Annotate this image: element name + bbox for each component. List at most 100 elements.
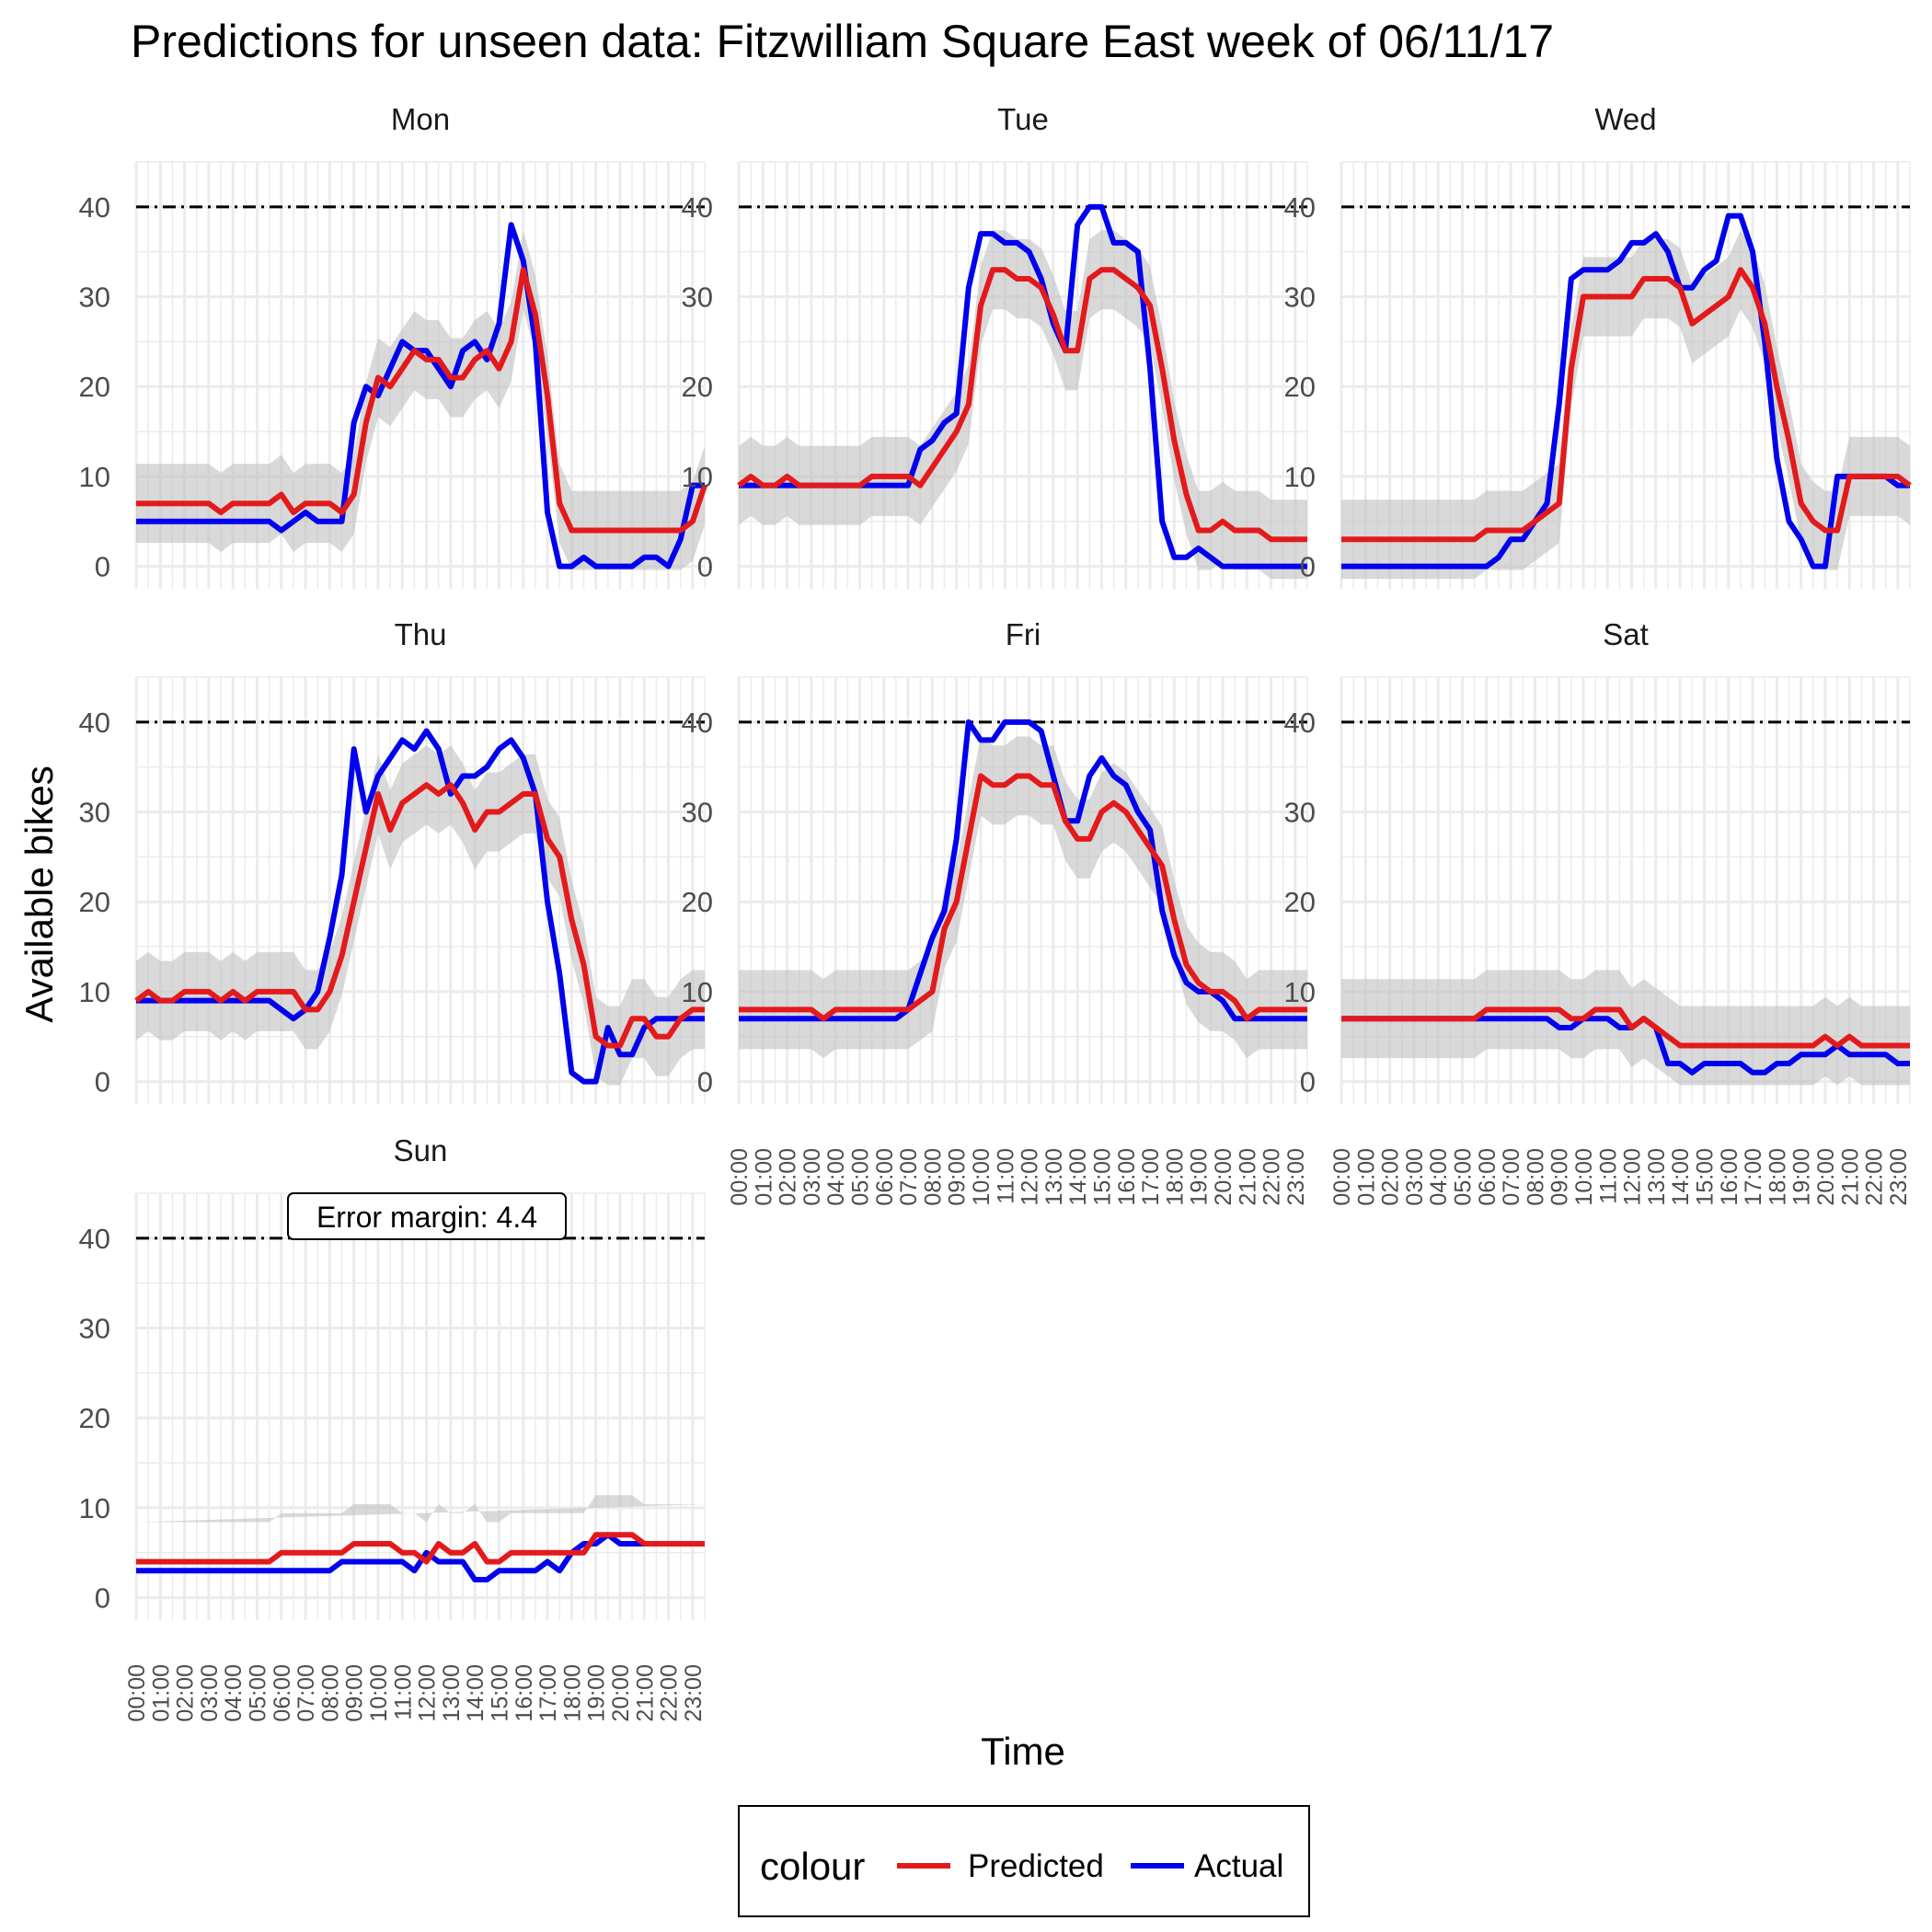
y-tick-label: 30 <box>1284 797 1316 829</box>
y-tick-label: 40 <box>1284 191 1316 224</box>
y-tick-label: 20 <box>79 371 110 403</box>
panel-sun: Sun 0 10 20 30 40 00:0001:0002:0003:0004:0005:… <box>79 1133 707 1722</box>
x-tick-label: 00:00 <box>727 1148 753 1206</box>
y-tick-label: 20 <box>682 886 713 918</box>
y-tick-label: 10 <box>1284 976 1316 1008</box>
legend-title: colour <box>760 1845 865 1888</box>
x-tick-label: 13:00 <box>1644 1148 1670 1206</box>
y-tick-label: 10 <box>79 461 110 493</box>
x-tick-label: 20:00 <box>1813 1148 1839 1206</box>
panel-strip-sat: Sat <box>1603 617 1649 651</box>
panel-strip-tue: Tue <box>997 102 1049 136</box>
series-predicted <box>134 782 705 1049</box>
series-predicted <box>136 1532 705 1565</box>
series-actual <box>136 728 705 1085</box>
x-tick-label: 09:00 <box>342 1664 368 1722</box>
y-tick-label: 20 <box>1284 886 1316 918</box>
x-tick-label: 01:00 <box>751 1148 776 1206</box>
x-tick-label: 09:00 <box>945 1148 971 1206</box>
x-tick-label: 08:00 <box>1523 1148 1548 1206</box>
error-band <box>739 736 1307 1059</box>
y-tick-label: 30 <box>682 797 713 829</box>
legend-label-predicted: Predicted <box>968 1848 1104 1884</box>
x-tick-label: 19:00 <box>584 1664 610 1722</box>
y-tick-label: 30 <box>1284 282 1316 314</box>
y-tick-label: 20 <box>682 371 713 403</box>
x-tick-label: 14:00 <box>1065 1148 1091 1206</box>
x-tick-label: 18:00 <box>1765 1148 1790 1206</box>
y-tick-label: 20 <box>79 1402 110 1434</box>
x-tick-label: 21:00 <box>1235 1148 1260 1206</box>
x-tick-label: 11:00 <box>1595 1148 1621 1204</box>
x-tick-label: 12:00 <box>1620 1148 1646 1206</box>
panel-wed: Wed 0 10 20 30 40 <box>1284 102 1912 589</box>
x-tick-label: 15:00 <box>1089 1148 1115 1206</box>
y-tick-label: 10 <box>79 976 110 1008</box>
y-tick-label: 0 <box>95 551 110 583</box>
x-tick-label: 22:00 <box>1259 1148 1285 1206</box>
x-tick-label: 17:00 <box>1741 1148 1766 1206</box>
x-tick-label: 23:00 <box>1886 1148 1912 1206</box>
x-tick-label: 10:00 <box>366 1664 392 1722</box>
x-tick-label: 08:00 <box>920 1148 946 1206</box>
x-tick-label: 05:00 <box>245 1664 270 1722</box>
x-tick-label: 14:00 <box>463 1664 489 1722</box>
x-tick-label: 03:00 <box>1402 1148 1428 1206</box>
x-tick-label: 12:00 <box>415 1664 441 1722</box>
x-tick-label: 03:00 <box>799 1148 825 1206</box>
y-tick-label: 40 <box>79 707 110 739</box>
panel-tue: Tue 0 10 20 30 40 <box>682 102 1308 589</box>
x-tick-label: 13:00 <box>439 1664 465 1722</box>
x-tick-label: 00:00 <box>1329 1148 1355 1206</box>
y-tick-label: 0 <box>1300 551 1316 583</box>
x-tick-label: 15:00 <box>1692 1148 1718 1206</box>
y-tick-label: 0 <box>95 1582 110 1615</box>
facet-panels: Mon 0 10 20 30 40 Tue 0 10 20 30 40 Wed 0 10 20 30 40 Thu 0… <box>79 102 1912 1722</box>
y-tick-label: 0 <box>95 1066 110 1098</box>
error-band <box>1341 230 1910 580</box>
error-band <box>136 745 705 1086</box>
x-tick-label: 15:00 <box>487 1664 512 1722</box>
x-tick-label: 07:00 <box>293 1664 319 1722</box>
series-predicted <box>739 773 1307 1022</box>
x-tick-label: 02:00 <box>776 1148 801 1206</box>
y-tick-label: 10 <box>1284 461 1316 493</box>
y-tick-label: 30 <box>682 282 713 314</box>
panel-mon: Mon 0 10 20 30 40 <box>79 102 707 589</box>
legend: colour Predicted Actual <box>738 1805 1310 1917</box>
x-tick-label: 14:00 <box>1668 1148 1694 1206</box>
series-predicted <box>1341 267 1912 543</box>
y-tick-label: 0 <box>697 1066 713 1098</box>
y-tick-label: 0 <box>697 551 713 583</box>
x-tick-label: 23:00 <box>1283 1148 1309 1206</box>
x-tick-label: 22:00 <box>657 1664 683 1722</box>
x-tick-label: 04:00 <box>221 1664 247 1722</box>
x-tick-label: 01:00 <box>1353 1148 1379 1206</box>
x-tick-label: 12:00 <box>1018 1148 1043 1206</box>
y-tick-label: 40 <box>79 1223 110 1255</box>
y-tick-label: 40 <box>682 191 713 224</box>
x-tick-label: 20:00 <box>1211 1148 1236 1206</box>
panel-fri: Fri 0 10 20 30 40 00:0001:0002:0003:0004:0005:… <box>682 617 1309 1206</box>
panel-sat: Sat 0 10 20 30 40 00:0001:0002:0003:0004:0005:… <box>1284 617 1912 1206</box>
panel-strip-sun: Sun <box>394 1133 448 1167</box>
error-margin-annotation: Error margin: 4.4 <box>316 1201 537 1234</box>
x-tick-label: 07:00 <box>896 1148 922 1206</box>
x-tick-label: 04:00 <box>823 1148 849 1206</box>
y-tick-label: 30 <box>79 282 110 314</box>
y-axis-title: Available bikes <box>17 765 61 1022</box>
x-tick-label: 06:00 <box>1475 1148 1501 1206</box>
x-tick-label: 07:00 <box>1499 1148 1524 1206</box>
x-tick-label: 16:00 <box>512 1664 537 1722</box>
x-tick-label: 11:00 <box>993 1148 1018 1204</box>
y-tick-label: 10 <box>79 1492 110 1524</box>
error-band <box>136 1495 705 1523</box>
x-tick-label: 17:00 <box>1138 1148 1164 1206</box>
panel-strip-wed: Wed <box>1594 102 1656 136</box>
x-tick-label: 21:00 <box>632 1664 658 1722</box>
x-tick-label: 06:00 <box>270 1664 295 1722</box>
panel-strip-thu: Thu <box>395 617 447 651</box>
x-tick-label: 22:00 <box>1862 1148 1888 1206</box>
error-band <box>739 230 1307 580</box>
